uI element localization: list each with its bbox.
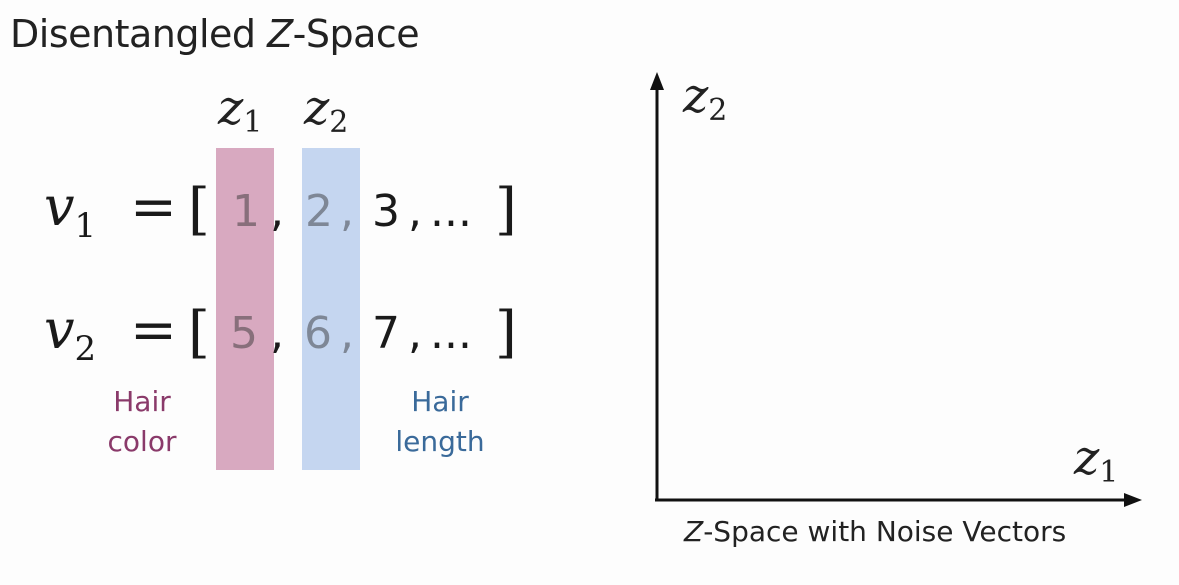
v2-close-bracket: ] — [495, 300, 517, 365]
v2-value-1: 5 — [230, 308, 258, 359]
v2-comma-1: , — [270, 308, 284, 359]
v1-close-bracket: ] — [495, 177, 517, 242]
v1-open-bracket: [ — [188, 177, 210, 242]
x-axis-label: z1 — [1074, 430, 1119, 490]
v2-value-3: 7 — [372, 308, 400, 359]
y-axis-arrowhead — [650, 72, 664, 90]
v1-equals: = — [130, 175, 177, 240]
v2-ellipsis: ... — [430, 308, 472, 359]
v1-label: v1 — [44, 175, 97, 246]
v2-value-2: 6 — [304, 308, 332, 359]
v2-comma-2: , — [340, 308, 354, 359]
z1-column-header: z1 — [218, 80, 263, 140]
v1-comma-1: , — [270, 186, 284, 237]
page-title: Disentangled Z-Space — [10, 12, 420, 56]
v1-value-1: 1 — [232, 186, 260, 237]
z2-column-header: z2 — [304, 80, 349, 140]
v1-comma-3: , — [408, 186, 422, 237]
hair-color-column-highlight — [216, 148, 274, 470]
v1-ellipsis: ... — [430, 186, 472, 237]
z-space-caption: Z-Space with Noise Vectors — [684, 515, 1067, 548]
x-axis-arrowhead — [1124, 493, 1142, 507]
hair-length-column-highlight — [302, 148, 360, 470]
v1-value-3: 3 — [372, 186, 400, 237]
hair-length-caption: Hair length — [395, 385, 485, 458]
v2-equals: = — [130, 298, 177, 363]
v2-open-bracket: [ — [188, 300, 210, 365]
v1-value-2: 2 — [305, 186, 333, 237]
v1-comma-2: , — [340, 186, 354, 237]
y-axis-label: z2 — [683, 68, 728, 128]
hair-color-caption: Hair color — [107, 385, 177, 458]
v2-comma-3: , — [408, 308, 422, 359]
v2-label: v2 — [44, 298, 97, 369]
